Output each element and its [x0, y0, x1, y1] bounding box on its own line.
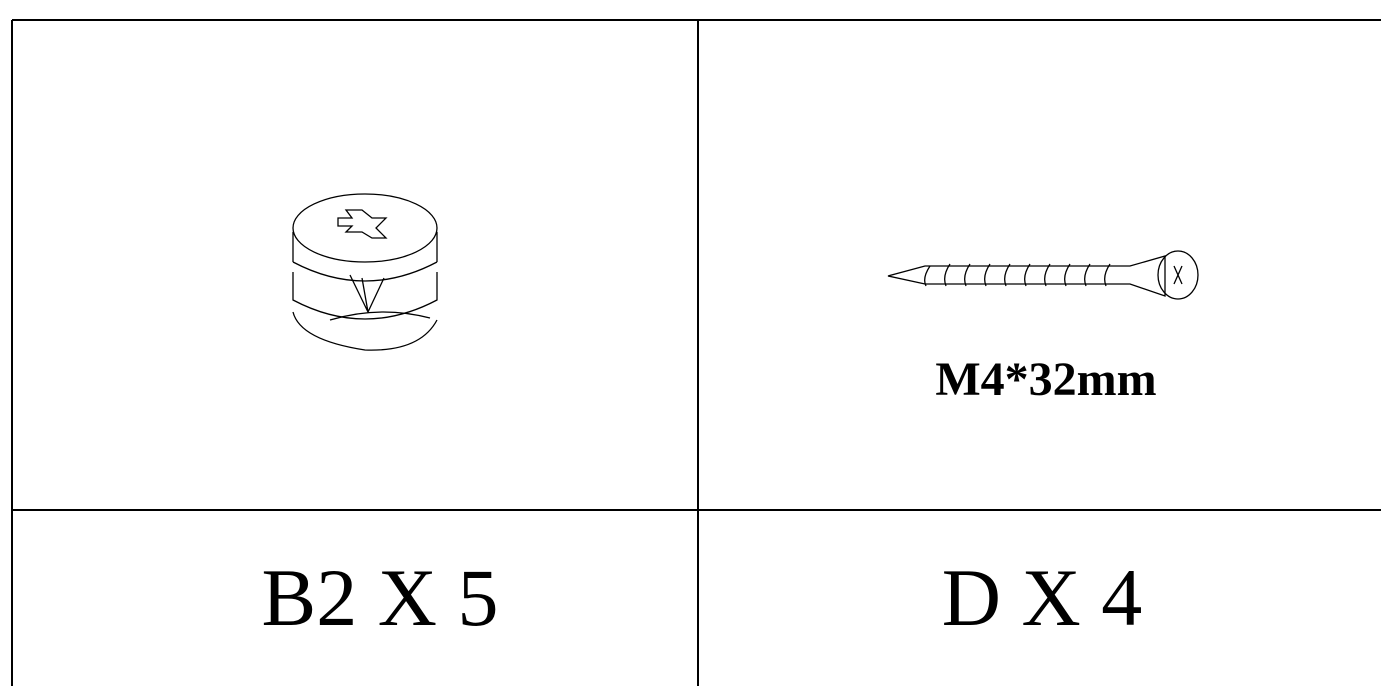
part-spec: M4*32mm [935, 353, 1156, 406]
cam-lock-icon [292, 193, 438, 351]
table-lines [11, 19, 1381, 686]
screw-icon [887, 250, 1199, 300]
part-label: D X 4 [942, 552, 1142, 643]
part-label: B2 X 5 [262, 552, 499, 643]
